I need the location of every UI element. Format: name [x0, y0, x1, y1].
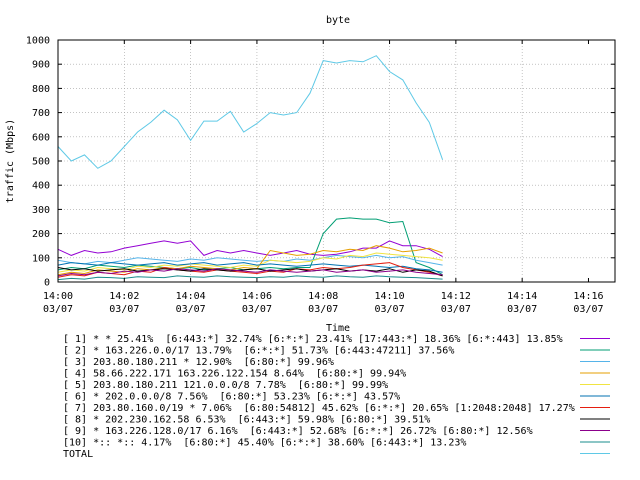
series-line-4 — [57, 245, 443, 276]
x-tick-date: 03/07 — [176, 304, 206, 315]
x-tick-label: 14:08 — [308, 291, 338, 302]
legend-label: [ 6] * 202.0.0.0/8 7.56% [6:80:*] 53.23%… — [63, 392, 400, 403]
y-tick-label: 900 — [32, 60, 50, 71]
y-tick-label: 400 — [32, 181, 50, 192]
legend-label: [ 2] * 163.226.0.0/17 13.79% [6:*:*] 51.… — [63, 346, 454, 357]
x-tick-label: 14:06 — [242, 291, 272, 302]
series-line-11 — [57, 55, 444, 169]
y-tick-label: 500 — [32, 157, 50, 168]
x-tick-date: 03/07 — [308, 304, 338, 315]
x-tick-label: 14:14 — [507, 291, 537, 302]
x-tick-date: 03/07 — [43, 304, 73, 315]
x-tick-label: 14:02 — [109, 291, 139, 302]
legend-label: [ 9] * 163.226.128.0/17 6.16% [6:443:*] … — [63, 426, 533, 437]
series-line-3 — [57, 254, 443, 266]
y-tick-label: 800 — [32, 84, 50, 95]
series-line-6 — [57, 262, 443, 273]
x-tick-label: 14:16 — [573, 291, 603, 302]
x-tick-date: 03/07 — [441, 304, 471, 315]
x-axis-ticks: 14:00 03/07 14:02 03/07 14:04 03/07 14:06 03/07… — [43, 40, 604, 315]
series-lines — [57, 55, 444, 281]
legend-label: [ 1] * * 25.41% [6:443:*] 32.74% [6:*:*]… — [63, 334, 563, 345]
y-axis-ticks: 0 100 200 300 400 500 600 700 800 900 1000 — [26, 36, 615, 289]
x-tick-date: 03/07 — [109, 304, 139, 315]
y-tick-label: 0 — [44, 278, 50, 289]
series-line-1 — [57, 240, 443, 258]
grid-lines — [58, 40, 615, 282]
y-axis-label: traffic (Mbps) — [5, 119, 16, 203]
x-tick-label: 14:04 — [176, 291, 206, 302]
legend-label: [ 7] 203.80.160.0/19 * 7.06% [6:80:54812… — [63, 403, 575, 414]
legend-label: [ 5] 203.80.180.211 121.0.0.0/8 7.78% [6… — [63, 380, 388, 391]
chart-title: byte — [326, 15, 350, 26]
y-tick-label: 100 — [32, 253, 50, 264]
y-tick-label: 700 — [32, 108, 50, 119]
y-tick-label: 300 — [32, 205, 50, 216]
series-line-7 — [57, 262, 443, 278]
legend-label: TOTAL — [63, 449, 93, 460]
series-line-8 — [57, 267, 443, 277]
x-tick-label: 14:12 — [441, 291, 471, 302]
legend-label: [ 3] 203.80.180.211 * 12.90% [6:80:*] 99… — [63, 357, 334, 368]
x-tick-label: 14:00 — [43, 291, 73, 302]
series-line-5 — [57, 252, 443, 273]
x-tick-date: 03/07 — [374, 304, 404, 315]
legend-label: [ 4] 58.66.222.171 163.226.122.154 8.64%… — [63, 369, 406, 380]
y-tick-label: 600 — [32, 132, 50, 143]
x-tick-date: 03/07 — [242, 304, 272, 315]
legend-label: [ 8] * 202.230.162.58 6.53% [6:443:*] 59… — [63, 415, 430, 426]
legend: [ 1] * * 25.41% [6:443:*] 32.74% [6:*:*]… — [63, 334, 610, 460]
series-line-10 — [57, 275, 443, 281]
series-line-9 — [57, 268, 443, 277]
legend-label: [10] *:: *:: 4.17% [6:80:*] 45.40% [6:*:… — [63, 438, 466, 449]
y-tick-label: 1000 — [26, 36, 50, 47]
y-tick-label: 200 — [32, 229, 50, 240]
x-axis-label: Time — [326, 323, 350, 334]
x-tick-label: 14:10 — [374, 291, 404, 302]
x-tick-date: 03/07 — [573, 304, 603, 315]
x-tick-date: 03/07 — [507, 304, 537, 315]
